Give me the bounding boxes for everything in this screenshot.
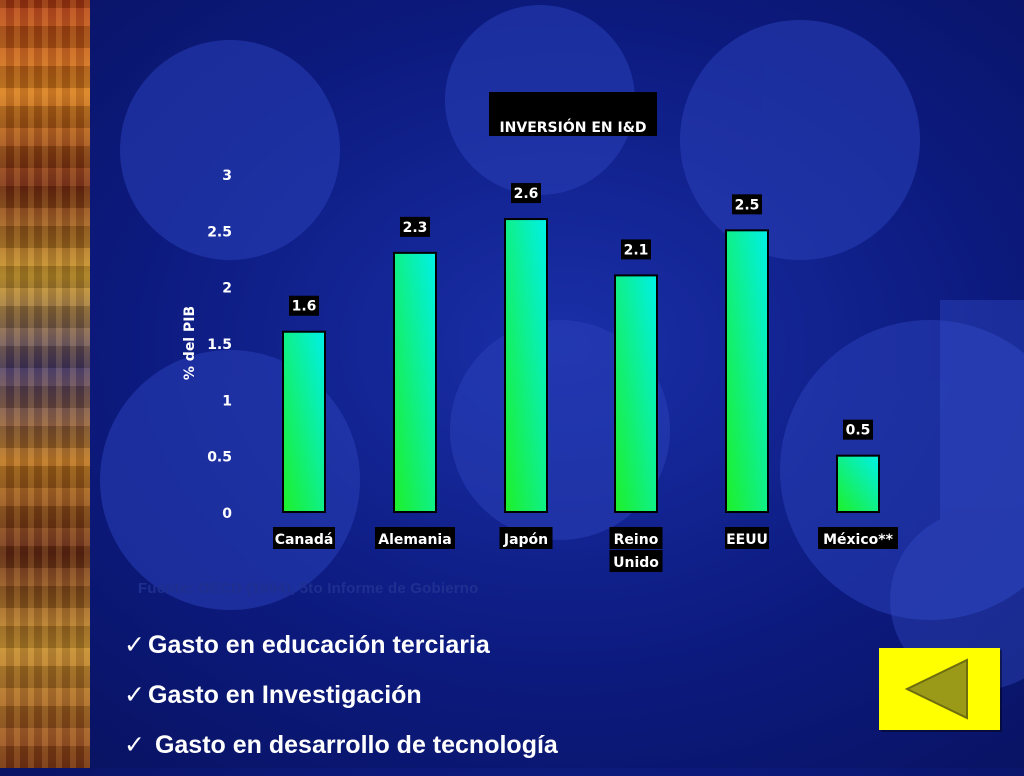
- checkmark-icon: ✓: [124, 631, 145, 659]
- value-label: 1.6: [292, 299, 317, 315]
- bar: [282, 330, 326, 513]
- x-tick-label: Canadá: [275, 532, 334, 548]
- y-tick-label: 0.5: [207, 450, 232, 466]
- y-tick-label: 1: [222, 393, 232, 409]
- value-label: 2.3: [403, 220, 428, 236]
- value-label: 2.5: [735, 197, 760, 213]
- value-labels-group: 1.6 2.3 2.6 2.1 2.5 0.5: [289, 183, 873, 440]
- bar: [504, 218, 548, 513]
- x-axis-labels: Canadá Alemania Japón Reino Unido EEUU México*…: [273, 527, 898, 572]
- chart-title: INVERSIÓN EN I&D: [499, 118, 646, 136]
- value-label-box: [732, 194, 762, 215]
- value-label: 2.6: [514, 186, 539, 202]
- x-label-box: [609, 550, 663, 572]
- x-label-box: [609, 527, 663, 549]
- bullet-item: ✓ Gasto en Investigación: [124, 676, 558, 726]
- decorative-side-strip: [0, 0, 90, 768]
- bullet-text: Gasto en educación terciaria: [148, 631, 490, 659]
- x-tick-label: Alemania: [378, 532, 451, 548]
- x-tick-label: Reino: [614, 532, 659, 548]
- value-label-box: [843, 419, 873, 440]
- checkmark-icon: ✓: [124, 681, 145, 709]
- chart-title-box: [489, 92, 657, 136]
- bar: [836, 454, 880, 513]
- bullet-list: ✓ Gasto en educación terciaria ✓ Gasto en …: [124, 626, 558, 776]
- x-label-box: [725, 527, 769, 549]
- bullet-item: ✓ Gasto en desarrollo de tecnología: [124, 726, 558, 776]
- bullet-text: Gasto en Investigación: [148, 681, 422, 709]
- bars-group: [282, 218, 880, 513]
- back-triangle-icon: [904, 658, 968, 720]
- y-tick-label: 2.5: [207, 224, 232, 240]
- value-label: 0.5: [846, 423, 871, 439]
- source-note: Fuente: OECD (1994), 5to Informe de Gobi…: [138, 580, 479, 597]
- y-tick-label: 2: [222, 281, 232, 297]
- y-tick-label: 1.5: [207, 337, 232, 353]
- checkmark-icon: ✓: [124, 731, 145, 759]
- x-label-box: [818, 527, 898, 549]
- value-label-box: [289, 295, 319, 316]
- x-tick-label: EEUU: [726, 532, 768, 548]
- x-tick-label: Unido: [613, 555, 659, 571]
- y-axis-label: % del PIB: [182, 306, 198, 380]
- value-label: 2.1: [624, 242, 649, 258]
- value-label-box: [400, 216, 430, 237]
- y-tick-label: 3: [222, 168, 232, 184]
- y-axis-ticks: 0 0.5 1 1.5 2 2.5 3: [207, 168, 232, 522]
- bullet-item: ✓ Gasto en educación terciaria: [124, 626, 558, 676]
- x-label-box: [273, 527, 335, 549]
- back-button[interactable]: [879, 648, 1000, 730]
- value-label-box: [511, 183, 541, 204]
- bar: [725, 229, 769, 513]
- x-label-box: [499, 527, 553, 549]
- y-tick-label: 0: [222, 506, 232, 522]
- x-tick-label: Japón: [503, 532, 548, 548]
- x-label-box: [375, 527, 455, 549]
- value-label-box: [621, 239, 651, 260]
- x-tick-label: México**: [823, 532, 893, 548]
- bullet-text: Gasto en desarrollo de tecnología: [148, 731, 558, 759]
- bar: [614, 274, 658, 513]
- bar: [393, 251, 437, 513]
